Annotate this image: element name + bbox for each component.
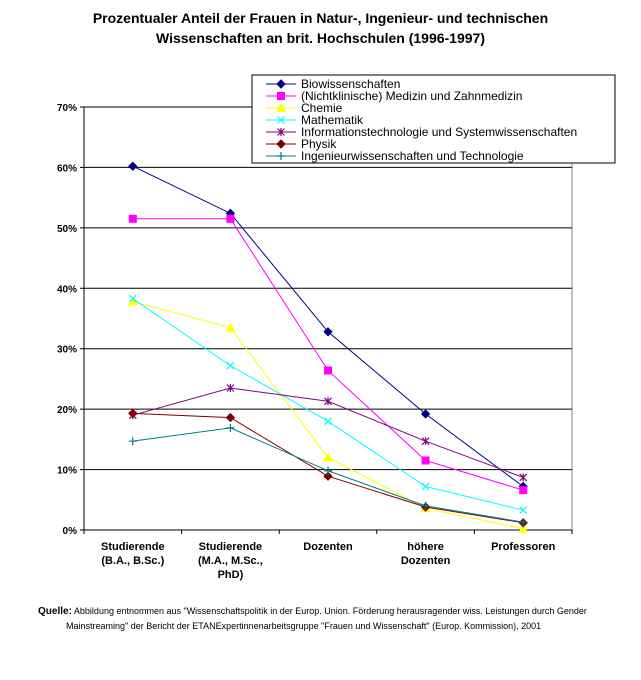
data-point <box>518 523 529 533</box>
data-point <box>519 486 528 495</box>
legend-marker <box>276 139 286 149</box>
data-point <box>519 473 528 482</box>
legend-marker <box>276 102 286 112</box>
data-point <box>323 471 333 481</box>
data-point <box>323 327 333 337</box>
y-tick-label: 30% <box>57 345 77 356</box>
plot-area <box>83 106 573 531</box>
legend-label: Chemie <box>301 101 343 115</box>
data-point <box>128 214 137 223</box>
chart-title-line1: Prozentualer Anteil der Frauen in Natur-… <box>92 10 549 26</box>
legend-label: Informationstechnologie und Systemwissen… <box>301 125 577 139</box>
y-tick-label: 60% <box>57 163 77 174</box>
source-note: Quelle: Abbildung entnommen aus "Wissens… <box>38 604 628 633</box>
legend-box <box>251 74 616 164</box>
line-chart: 0% 10% 20% 30% 40% 50% 60% 70% Studierende (B.A.,… <box>57 74 616 581</box>
source-label: Quelle: <box>38 606 72 617</box>
y-tick-label: 10% <box>57 466 77 477</box>
data-point <box>420 409 431 419</box>
legend-marker <box>276 79 286 89</box>
data-point <box>323 452 333 462</box>
data-point <box>226 423 235 432</box>
legend-label: Ingenieurwissenschaften und Technologie <box>301 149 524 163</box>
data-point <box>421 482 430 491</box>
legend-label: Physik <box>301 137 337 151</box>
data-point <box>225 412 236 423</box>
chart-title: Prozentualer Anteil der Frauen in Natur-… <box>0 8 641 48</box>
legend-marker <box>277 116 285 124</box>
legend-marker <box>277 152 285 160</box>
x-tick-label: Professoren <box>491 541 555 553</box>
x-tick-label: höhere Dozenten <box>401 541 451 567</box>
x-tick-label: Studierende (M.A., M.Sc., PhD) <box>198 541 263 581</box>
data-point <box>128 294 137 303</box>
x-tick-label: Studierende (B.A., B.Sc.) <box>101 541 165 567</box>
y-tick-label: 50% <box>57 224 77 235</box>
chart-title-line2: Wissenschaften an brit. Hochschulen (199… <box>156 30 485 46</box>
data-point <box>128 408 138 419</box>
legend-label: Biowissenschaften <box>301 77 400 91</box>
legend-marker <box>277 128 285 136</box>
data-point <box>519 518 528 527</box>
legend-label: (Nichtklinische) Medizin und Zahnmedizin <box>301 89 522 103</box>
legend-label: Mathematik <box>301 113 364 127</box>
source-line1: Abbildung entnommen aus "Wissenschaftspo… <box>73 606 587 616</box>
y-tick-label: 20% <box>57 405 77 416</box>
data-point <box>324 417 332 426</box>
y-tick-label: 40% <box>57 284 77 295</box>
data-point <box>324 366 332 375</box>
data-point <box>225 322 236 332</box>
data-point <box>421 437 430 446</box>
data-point <box>128 161 138 171</box>
data-point <box>226 361 235 370</box>
source-line2: Mainstreaming" der Bericht der ETANExper… <box>66 621 542 631</box>
data-point <box>421 456 430 465</box>
data-point <box>421 501 430 510</box>
legend-marker <box>277 92 285 100</box>
data-point <box>226 214 235 223</box>
data-point <box>226 383 235 392</box>
data-point <box>324 466 332 475</box>
x-tick-label: Dozenten <box>303 541 353 553</box>
data-point <box>324 397 332 406</box>
y-tick-label: 0% <box>63 526 78 537</box>
data-point <box>519 506 528 514</box>
y-tick-label: 70% <box>57 103 77 114</box>
data-point <box>128 437 137 446</box>
